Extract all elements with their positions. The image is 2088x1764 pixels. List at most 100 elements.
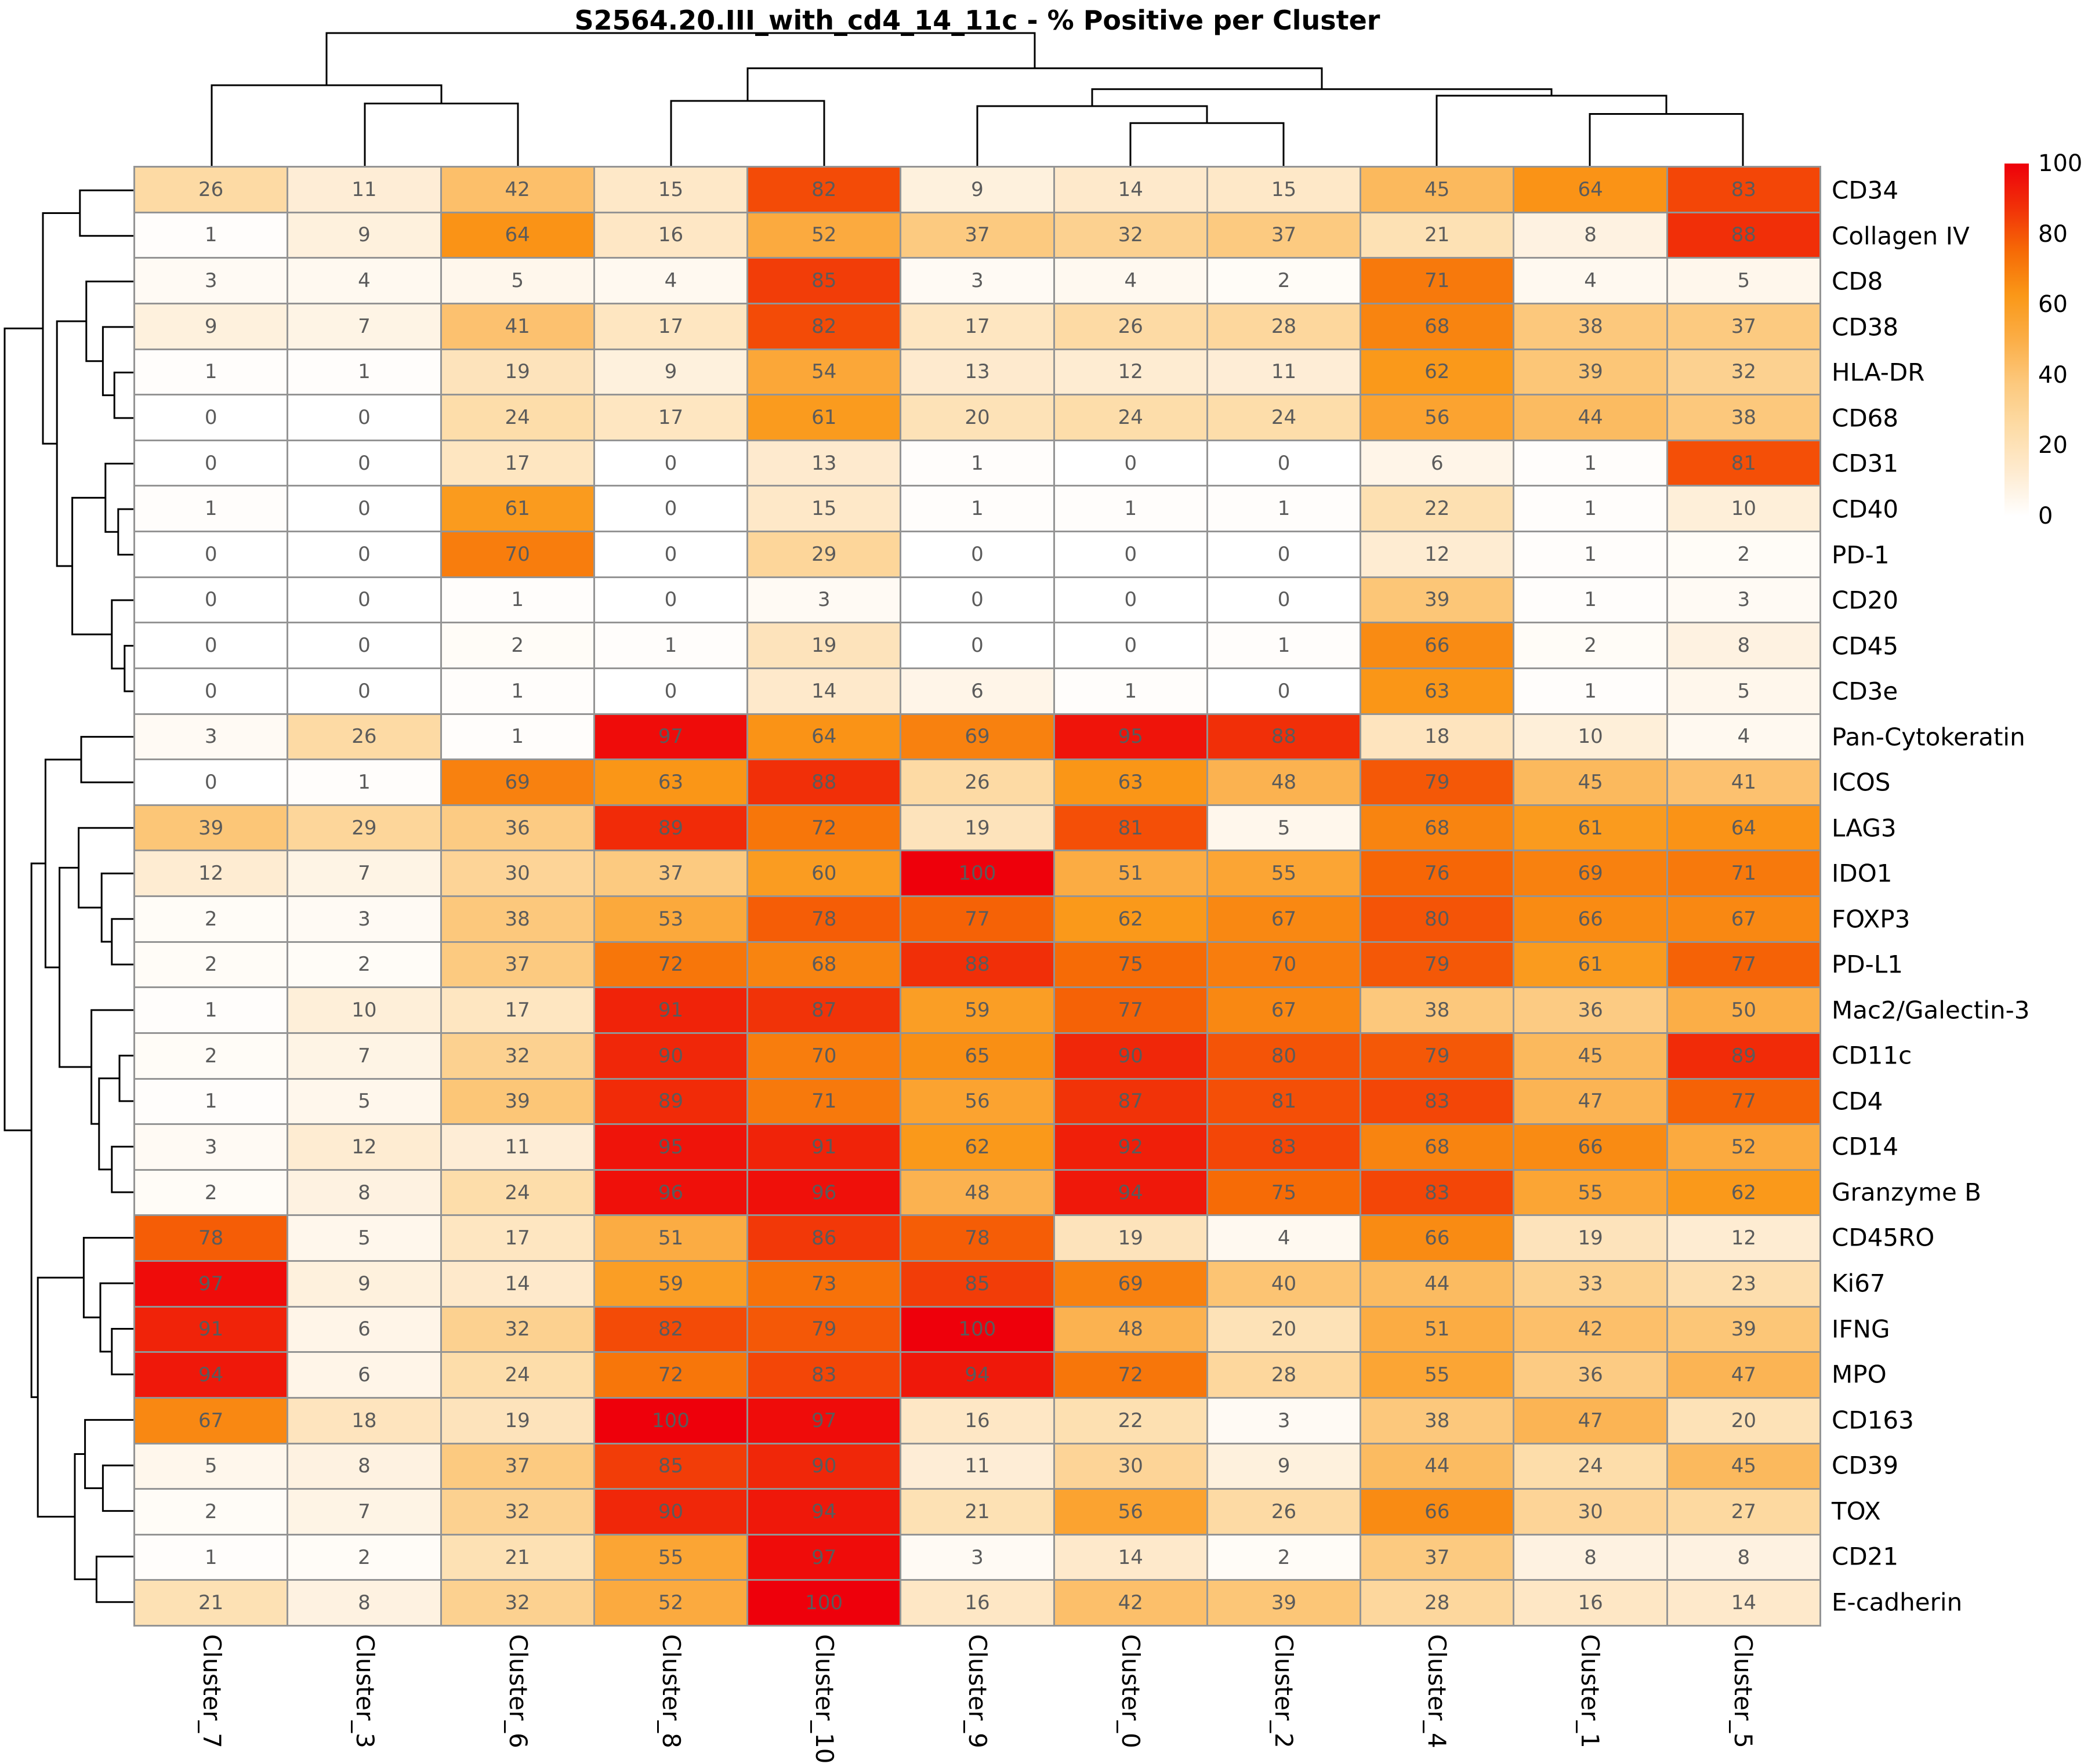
heatmap-cell: 78 (901, 1216, 1053, 1260)
heatmap-cell: 1 (288, 760, 440, 804)
heatmap-cell: 17 (441, 988, 593, 1032)
heatmap-cell: 97 (135, 1262, 287, 1306)
heatmap-cell: 17 (441, 441, 593, 485)
heatmap-cell: 12 (1667, 1216, 1819, 1260)
heatmap-cell: 8 (1514, 1535, 1666, 1580)
heatmap-cell: 12 (135, 851, 287, 895)
heatmap-cell: 81 (1208, 1079, 1360, 1124)
heatmap-cell: 2 (1208, 1535, 1360, 1580)
heatmap-cell: 3 (135, 259, 287, 303)
heatmap-cell: 7 (288, 1033, 440, 1078)
heatmap-cell: 88 (1208, 714, 1360, 759)
heatmap-cell: 21 (441, 1535, 593, 1580)
heatmap-cell: 0 (594, 441, 747, 485)
heatmap-cell: 73 (748, 1262, 900, 1306)
heatmap-cell: 38 (1667, 395, 1819, 440)
heatmap-cell: 97 (594, 714, 747, 759)
row-label: CD39 (1832, 1451, 1899, 1480)
col-label: Cluster_6 (504, 1634, 532, 1748)
heatmap-cell: 16 (1514, 1581, 1666, 1625)
heatmap-cell: 1 (1054, 487, 1206, 531)
col-label: Cluster_5 (1729, 1634, 1757, 1748)
heatmap-cell: 89 (594, 1079, 747, 1124)
heatmap-cell: 0 (594, 532, 747, 576)
heatmap-cell: 12 (1361, 532, 1513, 576)
heatmap-cell: 37 (441, 942, 593, 987)
heatmap-cell: 37 (1667, 304, 1819, 349)
heatmap-cell: 0 (901, 532, 1053, 576)
heatmap-cell: 96 (594, 1170, 747, 1215)
heatmap-cell: 0 (135, 532, 287, 576)
heatmap-cell: 0 (135, 441, 287, 485)
row-label: Ki67 (1832, 1269, 1886, 1298)
heatmap-cell: 3 (1667, 578, 1819, 622)
heatmap-cell: 17 (594, 304, 747, 349)
heatmap-cell: 32 (441, 1490, 593, 1534)
heatmap-cell: 67 (1208, 897, 1360, 941)
row-label: CD31 (1832, 449, 1899, 478)
heatmap-cell: 32 (441, 1307, 593, 1352)
heatmap-cell: 1 (135, 213, 287, 257)
heatmap-cell: 39 (135, 805, 287, 850)
heatmap-cell: 2 (1208, 259, 1360, 303)
heatmap-cell: 0 (288, 532, 440, 576)
heatmap-cell: 32 (1667, 350, 1819, 394)
row-label: TOX (1832, 1497, 1881, 1526)
heatmap-cell: 70 (1208, 942, 1360, 987)
heatmap-cell: 20 (1208, 1307, 1360, 1352)
heatmap-cell: 4 (1667, 714, 1819, 759)
heatmap-cell: 1 (1054, 669, 1206, 713)
heatmap-cell: 0 (135, 669, 287, 713)
heatmap-cell: 6 (1361, 441, 1513, 485)
heatmap-cell: 88 (1667, 213, 1819, 257)
row-label: ICOS (1832, 768, 1891, 797)
heatmap-cell: 54 (748, 350, 900, 394)
heatmap-cell: 0 (1208, 441, 1360, 485)
heatmap-cell: 29 (288, 805, 440, 850)
heatmap-cell: 48 (1208, 760, 1360, 804)
heatmap-cell: 2 (135, 897, 287, 941)
heatmap-cell: 1 (135, 988, 287, 1032)
heatmap-cell: 0 (901, 623, 1053, 667)
heatmap-cell: 85 (748, 259, 900, 303)
heatmap-cell: 40 (1208, 1262, 1360, 1306)
heatmap-cell: 24 (441, 395, 593, 440)
heatmap-cell: 0 (135, 578, 287, 622)
heatmap-cell: 6 (288, 1353, 440, 1397)
row-label: E-cadherin (1832, 1588, 1963, 1617)
heatmap-cell: 95 (594, 1125, 747, 1169)
row-label: CD3e (1832, 677, 1898, 706)
heatmap-cell: 11 (901, 1444, 1053, 1489)
heatmap-cell: 86 (748, 1216, 900, 1260)
heatmap-cell: 17 (901, 304, 1053, 349)
heatmap-cell: 2 (1514, 623, 1666, 667)
heatmap-cell: 90 (748, 1444, 900, 1489)
heatmap-cell: 80 (1208, 1033, 1360, 1078)
heatmap-cell: 1 (1514, 532, 1666, 576)
heatmap-cell: 44 (1361, 1262, 1513, 1306)
heatmap-cell: 1 (1208, 487, 1360, 531)
heatmap-cell: 0 (594, 487, 747, 531)
heatmap-cell: 2 (1667, 532, 1819, 576)
heatmap-cell: 24 (1054, 395, 1206, 440)
heatmap-cell: 64 (1667, 805, 1819, 850)
heatmap-cell: 21 (135, 1581, 287, 1625)
heatmap-cell: 52 (594, 1581, 747, 1625)
heatmap-cell: 77 (1054, 988, 1206, 1032)
heatmap-cell: 21 (1361, 213, 1513, 257)
heatmap-cell: 30 (441, 851, 593, 895)
heatmap-cell: 15 (1208, 168, 1360, 212)
heatmap-cell: 100 (594, 1398, 747, 1443)
row-label: Granzyme B (1832, 1178, 1981, 1207)
heatmap-cell: 1 (1514, 441, 1666, 485)
heatmap-cell: 11 (1208, 350, 1360, 394)
col-label: Cluster_8 (657, 1634, 686, 1748)
row-label: IFNG (1832, 1315, 1890, 1344)
heatmap-cell: 8 (1667, 623, 1819, 667)
heatmap-cell: 13 (901, 350, 1053, 394)
heatmap-cell: 70 (441, 532, 593, 576)
row-label: CD21 (1832, 1542, 1899, 1571)
heatmap-cell: 9 (901, 168, 1053, 212)
heatmap-cell: 61 (748, 395, 900, 440)
heatmap-cell: 67 (1208, 988, 1360, 1032)
